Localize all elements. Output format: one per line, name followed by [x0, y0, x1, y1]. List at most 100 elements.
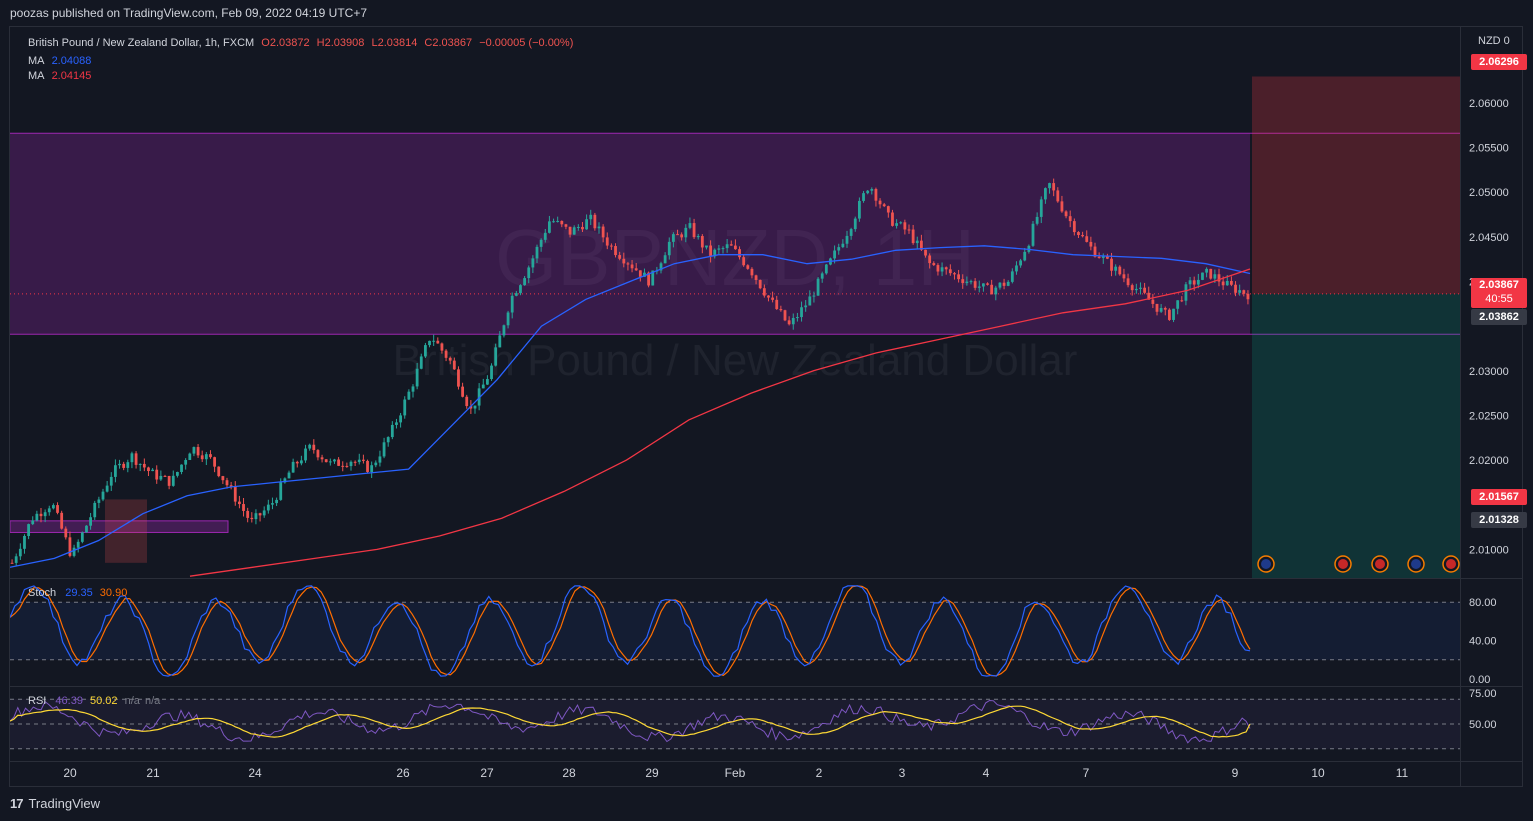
- candle-body: [72, 547, 76, 556]
- bar-countdown: 40:55: [1485, 293, 1513, 305]
- candle-body: [1176, 300, 1180, 309]
- candle-body: [23, 535, 26, 549]
- candle-body: [1035, 216, 1039, 224]
- time-label-6: 29: [645, 766, 659, 780]
- candle-body: [659, 263, 663, 271]
- stoch-band: [10, 602, 1460, 660]
- stoch-k-line: [10, 585, 1251, 677]
- stoch-legend[interactable]: Stoch 29.35 30.90: [28, 587, 127, 599]
- candle-body: [1134, 288, 1138, 291]
- candle-body: [424, 345, 427, 357]
- candle-body: [634, 268, 638, 271]
- candle-body: [304, 448, 307, 461]
- candle-body: [242, 504, 245, 511]
- ma-slow-legend[interactable]: MA 2.04145: [28, 70, 95, 82]
- candle-body: [246, 510, 250, 518]
- candle-body: [39, 513, 43, 517]
- candle-body: [643, 272, 646, 277]
- candle-body: [1019, 260, 1022, 266]
- candle-body: [676, 234, 679, 236]
- candle-body: [622, 258, 626, 264]
- published-header: poozas published on TradingView.com, Feb…: [10, 6, 368, 20]
- footer-brand[interactable]: 17 TradingView: [10, 796, 100, 811]
- candle-body: [1126, 278, 1130, 286]
- time-label-11: 7: [1083, 766, 1090, 780]
- candle-body: [14, 556, 18, 563]
- position-target-box: [1252, 76, 1460, 294]
- candle-body: [527, 267, 531, 279]
- time-label-12: 9: [1232, 766, 1239, 780]
- candle-body: [791, 317, 795, 325]
- price-tick-7: 2.02000: [1469, 455, 1509, 467]
- candle-body: [853, 218, 857, 230]
- candle-body: [134, 453, 138, 465]
- target-price-label: 2.06296: [1471, 54, 1527, 70]
- candle-body: [204, 454, 208, 460]
- candle-body: [382, 442, 386, 457]
- event-flag-icon-fill: [1261, 559, 1271, 569]
- time-label-10: 4: [983, 766, 990, 780]
- time-label-7: Feb: [725, 766, 746, 780]
- candle-body: [746, 265, 750, 269]
- candle-body: [1072, 221, 1076, 233]
- rsi-legend[interactable]: RSI 46.39 50.02 n/a n/a: [28, 695, 160, 707]
- candle-body: [122, 463, 126, 468]
- candle-body: [448, 357, 452, 361]
- candle-body: [734, 245, 737, 250]
- ma-slow-label: MA: [28, 70, 45, 82]
- rsi-na-2: n/a: [144, 695, 161, 707]
- candle-body: [1217, 274, 1221, 282]
- candle-body: [271, 503, 274, 505]
- candle-body: [316, 450, 320, 458]
- candle-body: [337, 459, 340, 466]
- candle-body: [543, 232, 547, 240]
- candle-body: [597, 226, 601, 229]
- candle-body: [97, 499, 101, 503]
- candle-body: [349, 461, 353, 467]
- chart-frame[interactable]: GBPNZD, 1H British Pound / New Zealand Do…: [9, 26, 1527, 787]
- candle-body: [796, 317, 799, 319]
- symbol-legend[interactable]: British Pound / New Zealand Dollar, 1h, …: [28, 37, 577, 49]
- ma-fast-legend[interactable]: MA 2.04088: [28, 55, 95, 67]
- candle-body: [907, 229, 911, 231]
- candle-body: [1118, 266, 1122, 275]
- tradingview-logo-icon: 17: [10, 796, 24, 811]
- candle-body: [89, 517, 92, 526]
- candle-body: [849, 229, 853, 236]
- candle-body: [1201, 272, 1204, 280]
- candle-body: [994, 287, 998, 295]
- candle-body: [328, 461, 332, 463]
- candle-body: [845, 235, 849, 244]
- candle-body: [217, 466, 221, 477]
- stoch-label: Stoch: [28, 587, 57, 599]
- candle-body: [1246, 293, 1250, 300]
- candle-body: [56, 505, 59, 513]
- candle-body: [147, 467, 150, 472]
- candle-body: [977, 286, 981, 288]
- candle-body: [1151, 299, 1155, 304]
- candle-body: [1172, 308, 1175, 320]
- candle-body: [771, 297, 774, 300]
- candle-body: [576, 226, 580, 228]
- candle-body: [899, 222, 903, 224]
- candle-body: [552, 221, 555, 223]
- candle-body: [151, 469, 154, 472]
- candle-body: [266, 504, 270, 511]
- candle-body: [27, 524, 30, 536]
- candle-body: [399, 415, 402, 423]
- rsi-tick-1: 50.00: [1469, 719, 1497, 731]
- candle-body: [291, 461, 295, 473]
- currency-label: NZD 0: [1478, 35, 1510, 47]
- candle-body: [1031, 223, 1035, 246]
- candle-body: [903, 222, 907, 230]
- candle-body: [200, 455, 204, 460]
- candle-body: [895, 223, 898, 226]
- candle-body: [60, 512, 64, 529]
- candle-body: [928, 255, 932, 264]
- candle-body: [998, 282, 1002, 288]
- candle-body: [1180, 300, 1184, 302]
- candle-body: [862, 193, 865, 201]
- price-tick-2: 2.05000: [1469, 187, 1509, 199]
- candle-body: [738, 249, 741, 258]
